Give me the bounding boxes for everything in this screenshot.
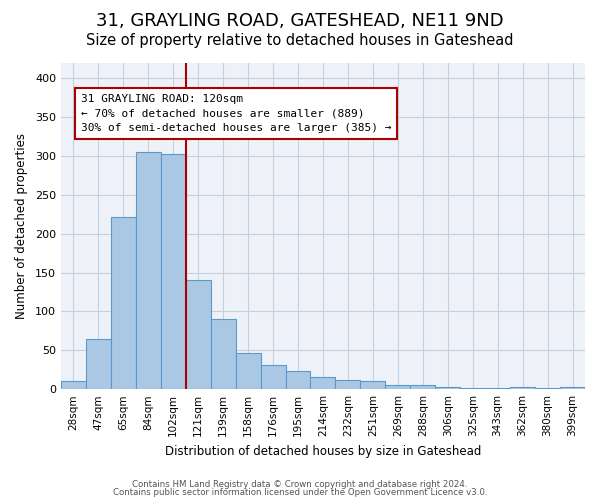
Bar (361, 382, 385, 389)
Bar (286, 372, 310, 389)
Bar (310, 376, 335, 389)
Bar (535, 388, 560, 389)
Y-axis label: Number of detached properties: Number of detached properties (15, 133, 28, 319)
Bar (260, 365, 286, 389)
Bar (86, 338, 111, 389)
Text: Contains public sector information licensed under the Open Government Licence v3: Contains public sector information licen… (113, 488, 487, 497)
Bar (560, 387, 585, 389)
Bar (485, 388, 510, 389)
Text: 31, GRAYLING ROAD, GATESHEAD, NE11 9ND: 31, GRAYLING ROAD, GATESHEAD, NE11 9ND (96, 12, 504, 30)
Bar (236, 354, 260, 389)
Bar (335, 380, 361, 389)
Bar (111, 216, 136, 389)
Bar (61, 382, 86, 389)
Text: Contains HM Land Registry data © Crown copyright and database right 2024.: Contains HM Land Registry data © Crown c… (132, 480, 468, 489)
Bar (186, 280, 211, 389)
Text: Size of property relative to detached houses in Gateshead: Size of property relative to detached ho… (86, 32, 514, 48)
Bar (161, 154, 186, 389)
Bar (460, 388, 485, 389)
Bar (136, 152, 161, 389)
Bar (510, 387, 535, 389)
Bar (435, 387, 460, 389)
Bar (410, 386, 435, 389)
Text: 31 GRAYLING ROAD: 120sqm
← 70% of detached houses are smaller (889)
30% of semi-: 31 GRAYLING ROAD: 120sqm ← 70% of detach… (81, 94, 391, 133)
Bar (385, 386, 410, 389)
X-axis label: Distribution of detached houses by size in Gateshead: Distribution of detached houses by size … (165, 444, 481, 458)
Bar (211, 319, 236, 389)
